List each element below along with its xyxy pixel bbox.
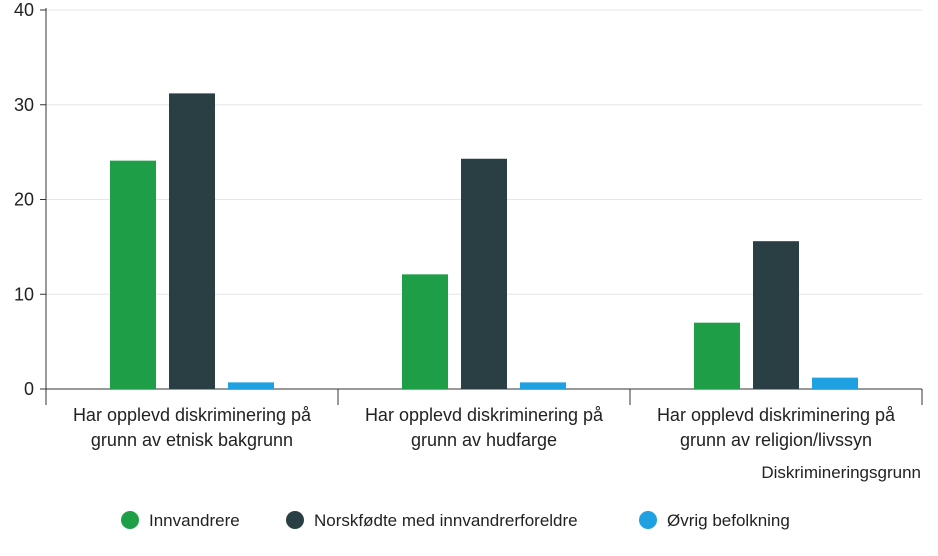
y-tick-label: 10	[14, 284, 34, 304]
category-labels: Har opplevd diskriminering på grunn av et…	[73, 405, 896, 450]
category-label: grunn av etnisk bakgrunn	[91, 430, 293, 450]
legend-label: Innvandrere	[149, 511, 240, 530]
y-tick-label: 0	[24, 379, 34, 399]
bar	[461, 158, 507, 389]
category-label: Har opplevd diskriminering på	[365, 405, 604, 425]
bar	[110, 160, 156, 389]
y-tick-label: 30	[14, 95, 34, 115]
bar	[694, 322, 740, 389]
legend: Innvandrere Norskfødte med innvandrerfore…	[121, 511, 790, 530]
y-tick-label: 20	[14, 190, 34, 210]
legend-marker	[639, 511, 657, 529]
legend-label: Norskfødte med innvandrerforeldre	[314, 511, 578, 530]
bar	[228, 382, 274, 389]
category-label: grunn av religion/livssyn	[680, 430, 872, 450]
bar	[402, 274, 448, 389]
bar	[520, 382, 566, 389]
bar	[753, 241, 799, 389]
bars	[110, 93, 858, 389]
x-axis-title: Diskrimineringsgrunn	[761, 463, 921, 482]
y-tick-label: 40	[14, 0, 34, 20]
legend-marker	[121, 511, 139, 529]
category-label: Har opplevd diskriminering på	[73, 405, 312, 425]
legend-label: Øvrig befolkning	[667, 511, 790, 530]
legend-marker	[286, 511, 304, 529]
category-label: grunn av hudfarge	[411, 430, 557, 450]
bar	[169, 93, 215, 389]
category-label: Har opplevd diskriminering på	[657, 405, 896, 425]
bar	[812, 377, 858, 389]
